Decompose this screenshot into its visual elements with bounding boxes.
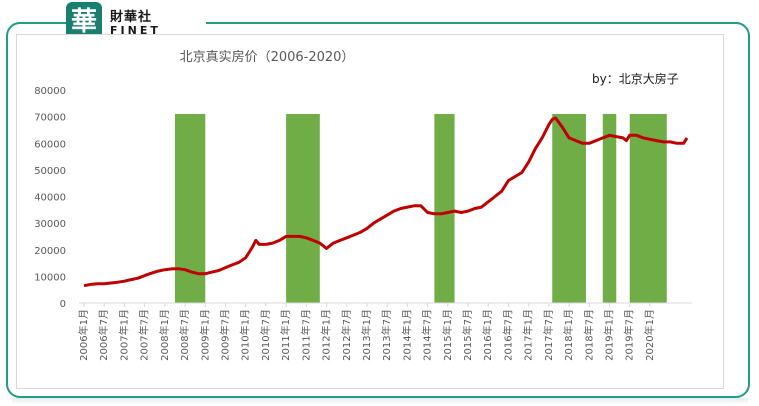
y-tick-label: 30000: [34, 219, 66, 230]
chart-annotation: by：北京大房子: [592, 71, 679, 86]
x-tick-label: 2007年7月: [138, 309, 151, 361]
x-tick-label: 2011年1月: [279, 309, 292, 361]
chart-area: 北京真实房价（2006-2020） by：北京大房子 0 10000 20000 30…: [16, 34, 724, 389]
x-tick-label: 2017年1月: [522, 309, 535, 361]
x-tick-label: 2014年7月: [421, 309, 434, 361]
x-tick-label: 2012年1月: [320, 309, 333, 361]
x-tick-label: 2016年7月: [501, 309, 514, 361]
logo-chinese-text: 財華社: [110, 10, 153, 25]
x-tick-label: 2009年7月: [218, 309, 231, 361]
y-tick-label: 50000: [34, 166, 66, 177]
highlight-band-6: [629, 113, 667, 304]
x-tick-label: 2009年1月: [198, 309, 211, 361]
x-tick-label: 2016年1月: [481, 309, 494, 361]
x-tick-label: 2012年7月: [340, 309, 353, 361]
y-tick-label: 0: [60, 299, 66, 310]
y-tick-label: 10000: [34, 272, 66, 283]
x-tick-label: 2015年7月: [461, 309, 474, 361]
highlight-band-4: [552, 113, 586, 304]
x-tick-label: 2020年1月: [643, 309, 656, 361]
x-tick-label: 2008年7月: [178, 309, 191, 361]
chart-title: 北京真实房价（2006-2020）: [180, 49, 355, 65]
x-tick-label: 2018年1月: [562, 309, 575, 361]
highlight-band-2: [286, 113, 320, 304]
highlight-band-5: [602, 113, 617, 304]
x-tick-label: 2011年7月: [299, 309, 312, 361]
x-tick-label: 2006年1月: [77, 309, 90, 361]
x-tick-label: 2013年1月: [360, 309, 373, 361]
x-tick-label: 2017年7月: [542, 309, 555, 361]
x-tick-label: 2008年1月: [158, 309, 171, 361]
y-tick-label: 80000: [34, 86, 66, 97]
price-chart: 北京真实房价（2006-2020） by：北京大房子 0 10000 20000 30…: [34, 49, 692, 361]
y-tick-label: 70000: [34, 113, 66, 124]
x-tick-label: 2007年1月: [117, 309, 130, 361]
x-tick-label: 2019年1月: [603, 309, 616, 361]
logo-english-text: FINET: [110, 24, 161, 37]
x-tick-label: 2019年7月: [623, 309, 636, 361]
x-tick-label: 2018年7月: [582, 309, 595, 361]
x-tick-label: 2010年7月: [259, 309, 272, 361]
card-shadow: [12, 398, 748, 404]
price-line: [83, 116, 689, 288]
x-tick-label: 2010年1月: [239, 309, 252, 361]
x-tick-label: 2014年1月: [400, 309, 413, 361]
y-tick-label: 40000: [34, 193, 66, 204]
y-tick-label: 20000: [34, 246, 66, 257]
x-tick-label: 2015年1月: [441, 309, 454, 361]
y-tick-label: 60000: [34, 139, 66, 150]
x-tick-label: 2006年7月: [97, 309, 110, 361]
x-tick-label: 2013年7月: [380, 309, 393, 361]
highlight-band-3: [434, 113, 455, 304]
